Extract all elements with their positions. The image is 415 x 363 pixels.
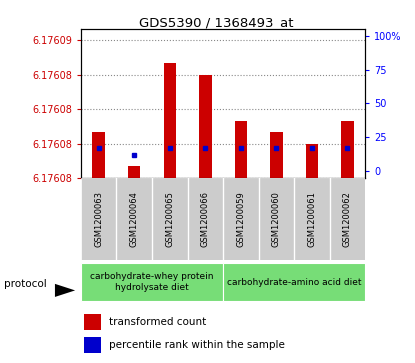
Text: carbohydrate-whey protein
hydrolysate diet: carbohydrate-whey protein hydrolysate di… [90, 272, 214, 292]
Bar [270, 132, 283, 178]
Text: GDS5390 / 1368493_at: GDS5390 / 1368493_at [139, 16, 293, 29]
Text: GSM1200066: GSM1200066 [201, 191, 210, 247]
Bar [306, 143, 318, 178]
Text: GSM1200060: GSM1200060 [272, 191, 281, 246]
Bar [81, 264, 223, 301]
Text: protocol: protocol [4, 279, 47, 289]
Text: GSM1200064: GSM1200064 [130, 191, 139, 246]
Text: GSM1200065: GSM1200065 [165, 191, 174, 246]
Text: carbohydrate-amino acid diet: carbohydrate-amino acid diet [227, 278, 361, 287]
Bar [234, 121, 247, 178]
Bar [341, 121, 354, 178]
Text: transformed count: transformed count [110, 317, 207, 327]
Text: GSM1200063: GSM1200063 [94, 191, 103, 247]
Bar [164, 64, 176, 178]
Bar [84, 314, 101, 330]
Text: GSM1200059: GSM1200059 [236, 191, 245, 246]
Text: GSM1200062: GSM1200062 [343, 191, 352, 246]
Bar [223, 264, 365, 301]
Bar [128, 166, 140, 178]
Text: GSM1200061: GSM1200061 [308, 191, 316, 246]
Text: percentile rank within the sample: percentile rank within the sample [110, 340, 285, 350]
Bar [199, 75, 212, 178]
Bar [84, 337, 101, 353]
Bar [93, 132, 105, 178]
Polygon shape [55, 284, 75, 297]
